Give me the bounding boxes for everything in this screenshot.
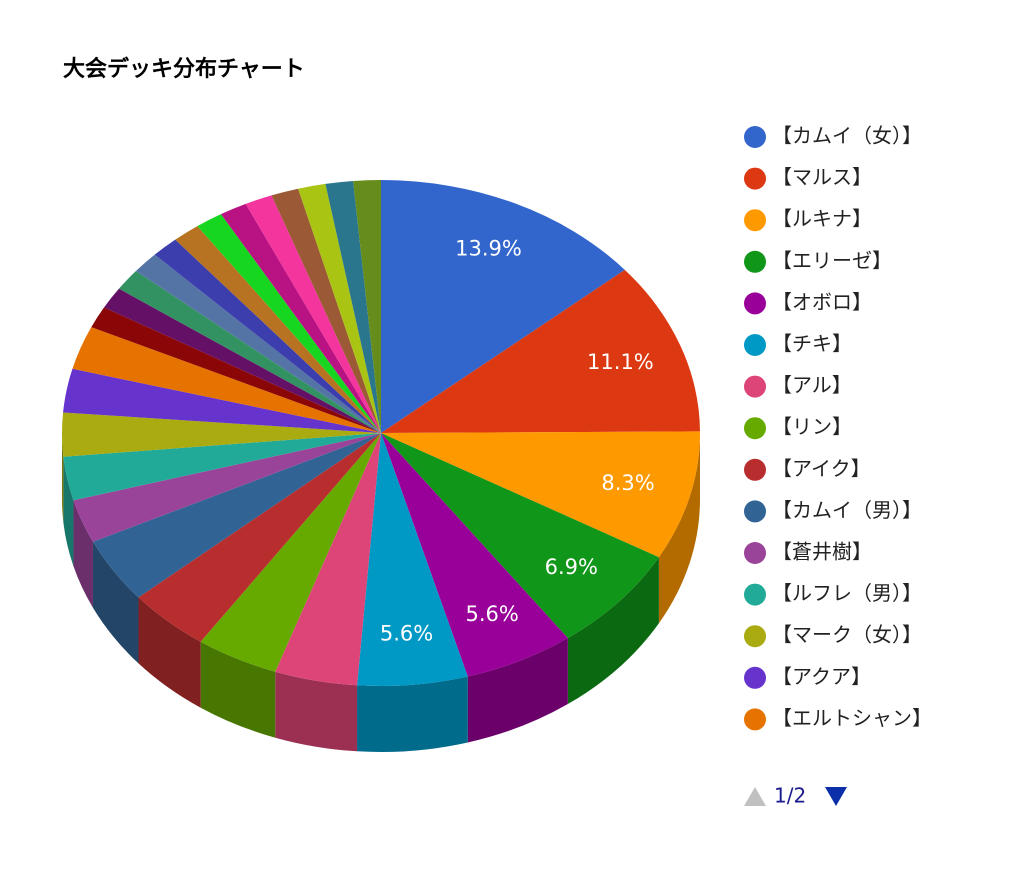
legend-label: 【マーク（女）】: [772, 623, 922, 647]
legend-swatch: [744, 500, 766, 523]
pager-label: 1/2: [774, 784, 806, 808]
legend-swatch: [744, 417, 766, 440]
legend-swatch: [744, 583, 766, 606]
legend-swatch: [744, 542, 766, 564]
chart-title: 大会デッキ分布チャート: [63, 56, 305, 82]
legend-label: 【オボロ】: [772, 290, 872, 314]
legend-label: 【チキ】: [772, 332, 852, 356]
legend-swatch: [744, 708, 766, 731]
pie-slice: [275, 433, 381, 686]
pie-slice: [91, 307, 381, 433]
pie-slice: [104, 288, 381, 433]
legend-swatch: [744, 250, 766, 273]
pie-slice: [63, 368, 381, 433]
legend-swatch: [744, 292, 766, 315]
pie-slice: [381, 433, 659, 639]
legend-swatch: [744, 458, 766, 481]
legend-swatch: [744, 167, 766, 190]
slice-label: 8.3%: [601, 471, 654, 495]
legend-swatch: [744, 209, 766, 232]
slice-label: 13.9%: [455, 236, 522, 260]
legend-swatch: [744, 625, 766, 648]
pie-side: [567, 557, 659, 705]
pie-slice: [135, 254, 381, 433]
pie-slice: [62, 412, 381, 457]
pie-slice: [118, 271, 382, 433]
legend-label: 【マルス】: [772, 165, 872, 189]
pie-slice: [381, 431, 700, 558]
pager-next[interactable]: [825, 787, 847, 806]
pie-side: [138, 597, 201, 708]
slice-label: 5.6%: [465, 602, 518, 626]
pie-slice: [220, 203, 381, 433]
legend-label: 【アクア】: [772, 664, 871, 688]
pie-side: [467, 638, 568, 743]
legend-label: 【カムイ（女）】: [772, 124, 922, 148]
pie-slice: [63, 433, 382, 501]
pie-side: [658, 433, 700, 624]
pie-slice: [175, 226, 381, 433]
pie-slice: [73, 433, 381, 542]
pie-side: [357, 676, 468, 753]
pie-slice: [271, 188, 381, 433]
pie-side: [62, 433, 64, 523]
pie-slice: [245, 195, 381, 433]
pie-slice: [381, 433, 568, 677]
legend-label: 【カムイ（男）】: [772, 498, 922, 522]
pie-side: [63, 456, 74, 567]
slice-label: 11.1%: [587, 350, 654, 374]
pie-slice: [138, 433, 381, 642]
pie-slice: [72, 327, 382, 433]
legend-swatch: [744, 126, 766, 148]
pie-sides: [62, 433, 700, 753]
pie-slice: [381, 180, 625, 433]
legend-label: 【アイク】: [772, 456, 871, 480]
legend-label: 【アル】: [772, 373, 852, 397]
pager-prev[interactable]: [744, 787, 766, 806]
pie-slice: [353, 180, 381, 433]
pie-slice: [357, 433, 468, 686]
pie-side: [92, 541, 139, 664]
legend-label: 【エルトシャン】: [772, 706, 932, 730]
legend-label: 【蒼井樹】: [772, 540, 872, 564]
pie-slice: [325, 180, 381, 433]
legend-label: 【エリーゼ】: [772, 248, 892, 272]
pie-slice: [381, 269, 700, 433]
pie-side: [200, 641, 276, 738]
pie-slice: [197, 214, 381, 433]
legend-swatch: [744, 375, 766, 398]
slice-label: 5.6%: [380, 621, 433, 645]
pie-tops: [62, 180, 700, 686]
pie-slice: [92, 433, 382, 598]
legend-label: 【ルキナ】: [772, 207, 872, 231]
slice-label: 6.9%: [545, 555, 598, 579]
pie-slice: [200, 433, 381, 672]
pie-side: [275, 671, 358, 752]
legend-label: 【リン】: [772, 415, 852, 439]
pie-slice: [154, 239, 381, 433]
legend-swatch: [744, 334, 766, 356]
pie-slice: [298, 183, 381, 433]
legend-swatch: [744, 666, 766, 689]
pie-side: [73, 500, 93, 608]
legend-label: 【ルフレ（男）】: [772, 581, 922, 605]
